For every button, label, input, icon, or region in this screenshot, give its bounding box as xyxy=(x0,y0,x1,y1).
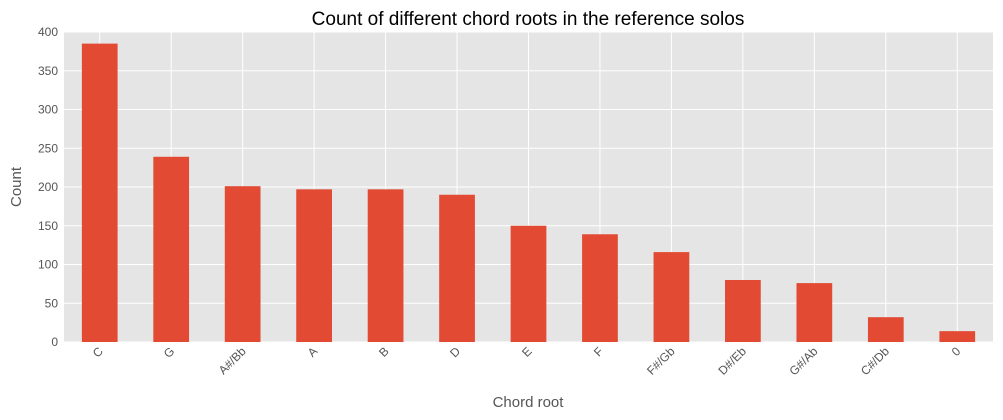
bar-d-eb xyxy=(725,280,761,342)
bar-d xyxy=(439,194,475,342)
bar-b xyxy=(367,189,404,342)
x-tick-label: F#/Gb xyxy=(644,344,678,378)
chart-title: Count of different chord roots in the re… xyxy=(312,9,745,30)
x-tick-label: 0 xyxy=(949,344,964,359)
bar-g-ab xyxy=(796,283,833,342)
y-tick-label: 250 xyxy=(38,141,58,155)
x-tick-label: D#/Eb xyxy=(716,344,750,378)
bar-a xyxy=(296,189,332,342)
y-tick-label: 400 xyxy=(38,25,58,39)
bar-e xyxy=(510,225,547,342)
x-tick-label: A xyxy=(305,344,321,360)
bar-g xyxy=(153,156,190,342)
x-tick-label: G#/Ab xyxy=(787,344,821,378)
y-tick-label: 200 xyxy=(38,180,58,194)
y-axis-label: Count xyxy=(8,166,25,207)
x-tick-label: F xyxy=(591,344,606,359)
y-tick-labels: 0 50 100 150 200 250 300 350 400 xyxy=(38,25,58,349)
x-axis-label: Chord root xyxy=(493,394,565,411)
bar-0 xyxy=(939,331,976,342)
bar-c xyxy=(81,43,118,342)
bar-c-db xyxy=(867,317,904,342)
x-tick-label: G xyxy=(161,344,178,361)
y-tick-label: 150 xyxy=(38,219,58,233)
bars xyxy=(81,43,976,342)
x-tick-label: A#/Bb xyxy=(216,344,249,377)
bar-f xyxy=(582,234,618,342)
x-tick-label: B xyxy=(376,344,392,360)
x-tick-labels: C G A#/Bb A B D E F F#/Gb D#/Eb G#/Ab C#/Db 0 xyxy=(90,344,964,378)
y-tick-label: 300 xyxy=(38,103,58,117)
x-tick-label: E xyxy=(519,344,535,360)
y-tick-label: 0 xyxy=(51,335,58,349)
x-tick-label: C xyxy=(90,344,106,360)
y-tick-label: 350 xyxy=(38,64,58,78)
y-tick-label: 100 xyxy=(38,258,58,272)
bar-a-bb xyxy=(224,186,261,342)
x-tick-label: C#/Db xyxy=(858,344,892,378)
bar-f-gb xyxy=(653,252,690,342)
x-tick-label: D xyxy=(447,344,463,360)
y-tick-label: 50 xyxy=(45,296,59,310)
